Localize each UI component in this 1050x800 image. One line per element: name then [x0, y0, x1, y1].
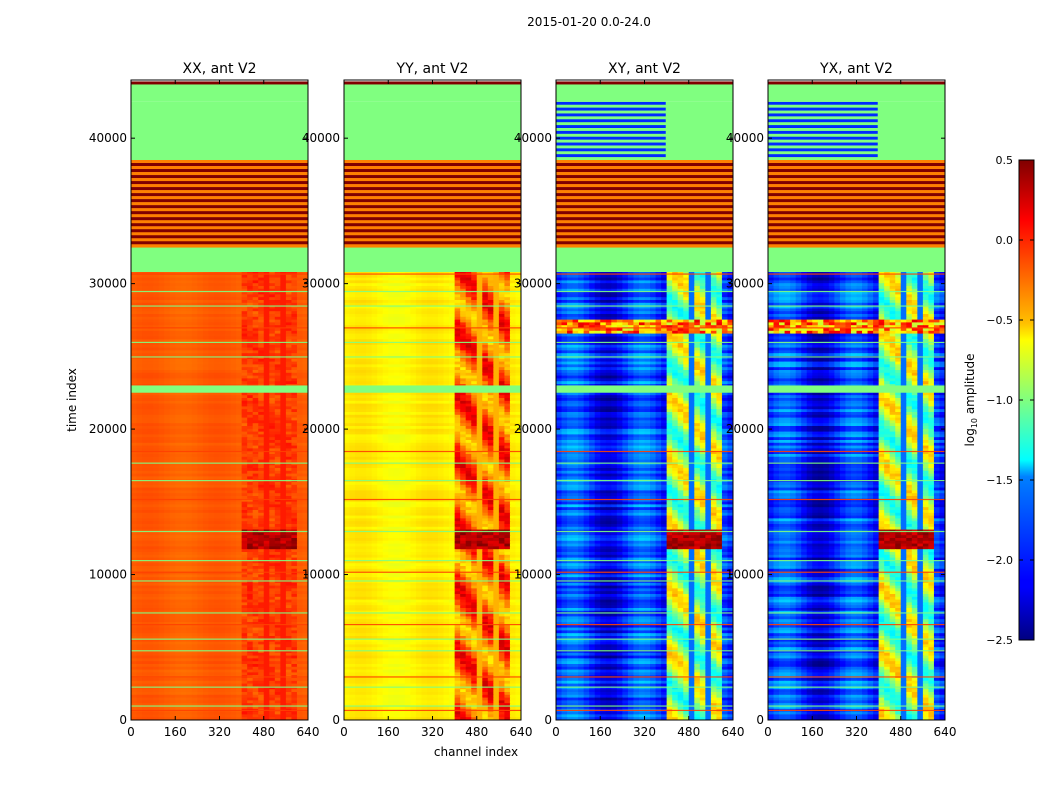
y-tick-label: 40000 — [726, 131, 764, 145]
x-tick-label: 160 — [589, 725, 612, 739]
colorbar-ticks: 0.5 0.0 −0.5 −1.0 −1.5 −2.0 −2.5 — [986, 154, 1034, 647]
y-tick-label: 30000 — [726, 277, 764, 291]
y-tick-label: 0 — [756, 713, 764, 727]
colorbar-tick-label: −2.5 — [986, 634, 1013, 647]
heatmap-cells — [768, 81, 945, 720]
y-tick-label: 10000 — [726, 568, 764, 582]
heatmap-cells — [344, 81, 521, 720]
y-tick-label: 10000 — [514, 568, 552, 582]
panel-title: XY, ant V2 — [608, 61, 681, 77]
y-tick-label: 20000 — [514, 422, 552, 436]
y-tick-label: 40000 — [514, 131, 552, 145]
y-tick-label: 40000 — [89, 131, 127, 145]
colorbar-tick-label: −0.5 — [986, 314, 1013, 327]
x-tick-label: 480 — [252, 725, 275, 739]
x-tick-label: 320 — [633, 725, 656, 739]
y-tick-label: 0 — [119, 713, 127, 727]
heatmap-cells — [556, 81, 733, 720]
y-tick-label: 20000 — [302, 422, 340, 436]
x-tick-label: 0 — [552, 725, 560, 739]
panel-0: XX, ant V2 0 160 320 480 640 0 10000 20000 30000 4… — [89, 61, 320, 739]
x-tick-label: 640 — [297, 725, 320, 739]
x-tick-label: 0 — [764, 725, 772, 739]
y-tick-label: 0 — [544, 713, 552, 727]
heatmap-cells — [131, 81, 308, 720]
heatmap-panels: XX, ant V2 0 160 320 480 640 0 10000 20000 30000 4… — [89, 61, 957, 739]
colorbar-tick-label: −1.5 — [986, 474, 1013, 487]
panel-title: YY, ant V2 — [396, 61, 469, 77]
y-tick-label: 30000 — [89, 277, 127, 291]
x-tick-label: 160 — [164, 725, 187, 739]
x-tick-label: 160 — [801, 725, 824, 739]
x-tick-label: 0 — [127, 725, 135, 739]
y-tick-label: 20000 — [89, 422, 127, 436]
y-tick-label: 10000 — [89, 568, 127, 582]
x-axis-label: channel index — [434, 745, 518, 759]
x-tick-label: 640 — [722, 725, 745, 739]
panel-3: YX, ant V2 0 160 320 480 640 0 10000 20000 30000 4… — [726, 61, 957, 739]
x-tick-label: 160 — [377, 725, 400, 739]
colorbar-tick-label: −2.0 — [986, 554, 1013, 567]
x-tick-label: 640 — [510, 725, 533, 739]
x-tick-label: 320 — [208, 725, 231, 739]
y-tick-label: 0 — [332, 713, 340, 727]
colorbar-tick-label: −1.0 — [986, 394, 1013, 407]
colorbar-label: log10 amplitude — [963, 354, 979, 447]
x-tick-label: 480 — [889, 725, 912, 739]
y-axis-label: time index — [65, 368, 79, 432]
x-tick-label: 480 — [677, 725, 700, 739]
panel-title: YX, ant V2 — [819, 61, 893, 77]
colorbar-tick-label: 0.5 — [996, 154, 1014, 167]
y-tick-label: 30000 — [514, 277, 552, 291]
y-tick-label: 40000 — [302, 131, 340, 145]
panel-title: XX, ant V2 — [183, 61, 257, 77]
colorbar-tick-label: 0.0 — [996, 234, 1014, 247]
figure-suptitle: 2015-01-20 0.0-24.0 — [527, 15, 651, 29]
y-tick-label: 10000 — [302, 568, 340, 582]
x-tick-label: 0 — [340, 725, 348, 739]
x-tick-label: 480 — [465, 725, 488, 739]
x-tick-label: 640 — [934, 725, 957, 739]
colorbar: 0.5 0.0 −0.5 −1.0 −1.5 −2.0 −2.5 log10 amplitu… — [963, 154, 1035, 647]
panel-1: YY, ant V2 0 160 320 480 640 0 10000 20000 30000 4… — [302, 61, 533, 739]
y-tick-label: 30000 — [302, 277, 340, 291]
panel-2: XY, ant V2 0 160 320 480 640 0 10000 20000 30000 4… — [514, 61, 745, 739]
x-tick-label: 320 — [421, 725, 444, 739]
x-tick-label: 320 — [845, 725, 868, 739]
y-tick-label: 20000 — [726, 422, 764, 436]
